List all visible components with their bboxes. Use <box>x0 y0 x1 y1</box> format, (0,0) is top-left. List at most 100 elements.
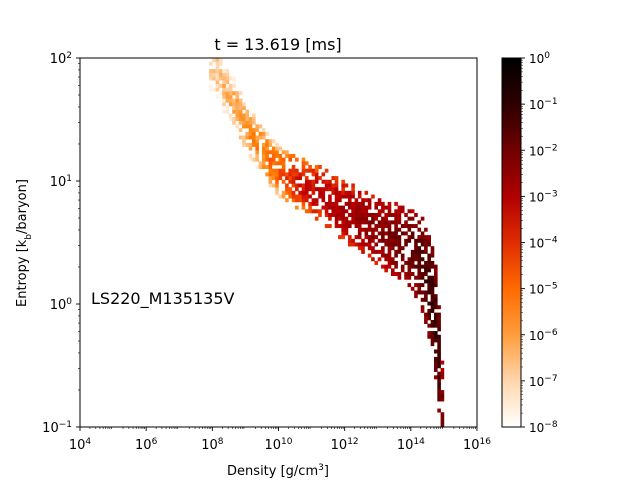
histogram-cell <box>215 61 220 66</box>
histogram-cell <box>324 168 329 173</box>
histogram-cell <box>381 216 385 221</box>
histogram-cell <box>275 150 279 155</box>
histogram-cell <box>212 72 216 77</box>
histogram-cell <box>424 268 428 273</box>
histogram-cell <box>338 224 342 229</box>
histogram-cell <box>311 179 316 184</box>
histogram-cell <box>420 297 425 302</box>
histogram-cell <box>225 72 230 77</box>
histogram-cell <box>324 201 329 206</box>
x-tick-label: 108 <box>201 437 224 453</box>
histogram-cell <box>430 253 435 258</box>
histogram-cell <box>324 212 329 217</box>
histogram-cell <box>361 246 365 251</box>
histogram-cell <box>232 102 236 107</box>
histogram-cell <box>390 272 395 277</box>
histogram-cell <box>328 216 332 221</box>
histogram-cell <box>261 157 266 162</box>
histogram-cell <box>268 165 273 169</box>
histogram-cell <box>314 201 319 206</box>
histogram-cell <box>248 128 253 133</box>
histogram-cell <box>407 272 412 277</box>
histogram-cell <box>255 139 259 144</box>
histogram-cell <box>228 113 233 118</box>
histogram-cell <box>304 176 309 181</box>
histogram-cell <box>433 279 438 284</box>
histogram-cell <box>304 183 309 188</box>
histogram-cell <box>311 187 316 192</box>
histogram-cell <box>255 150 259 155</box>
histogram-cell <box>331 187 336 192</box>
histogram-cell <box>354 242 359 247</box>
histogram-cell <box>341 235 345 240</box>
histogram-cell <box>361 198 365 203</box>
histogram-cell <box>308 201 312 206</box>
histogram-cell <box>295 183 299 188</box>
histogram-cell <box>215 76 220 81</box>
histogram-cell <box>427 275 431 280</box>
histogram-cell <box>394 249 398 254</box>
histogram-cell <box>361 249 365 254</box>
histogram-cell <box>304 168 309 173</box>
histogram-cell <box>245 117 250 122</box>
histogram-cell <box>215 65 220 70</box>
histogram-cell <box>394 216 398 221</box>
histogram-cell <box>275 172 279 177</box>
histogram-cell <box>341 209 345 214</box>
histogram-cell <box>248 124 253 129</box>
histogram-cell <box>281 157 286 162</box>
histogram-cell <box>275 142 279 147</box>
histogram-cell <box>437 312 441 317</box>
histogram-cell <box>407 264 412 269</box>
histogram-cell <box>271 157 276 162</box>
histogram-cell <box>354 212 359 217</box>
histogram-cell <box>384 242 388 247</box>
histogram-cell <box>410 216 415 221</box>
histogram-cell <box>301 187 306 192</box>
histogram-cell <box>252 128 256 133</box>
histogram-cell <box>420 272 425 277</box>
histogram-cell <box>271 161 276 166</box>
histogram-cell <box>404 238 408 243</box>
histogram-cell <box>288 176 293 181</box>
histogram-cell <box>381 205 385 210</box>
histogram-cell <box>238 135 243 140</box>
histogram-cell <box>235 102 240 107</box>
histogram-cell <box>420 264 425 269</box>
histogram-cell <box>433 331 438 336</box>
colorbar-gradient <box>502 58 521 427</box>
histogram-cell <box>334 201 339 206</box>
histogram-cell <box>235 94 240 99</box>
histogram-cell <box>430 331 435 336</box>
histogram-cell <box>222 91 226 96</box>
histogram-cell <box>427 308 431 313</box>
histogram-cell <box>298 176 302 181</box>
histogram-cell <box>387 238 392 243</box>
histogram-cell <box>288 153 293 158</box>
histogram-cell <box>301 205 306 210</box>
histogram-cell <box>433 334 438 339</box>
histogram-cell <box>225 80 230 85</box>
histogram-cell <box>414 212 418 217</box>
colorbar-tick-label: 10−8 <box>529 420 558 435</box>
histogram-cell <box>427 260 431 265</box>
histogram-cell <box>261 146 266 151</box>
histogram-cell <box>374 216 379 221</box>
histogram-cell <box>228 87 233 92</box>
histogram-cell <box>440 415 445 420</box>
histogram-cell <box>364 227 369 232</box>
histogram-cell <box>437 408 441 413</box>
histogram-cell <box>367 198 372 203</box>
histogram-cell <box>308 205 312 210</box>
histogram-cell <box>377 257 382 262</box>
histogram-cell <box>341 231 345 236</box>
histogram-cell <box>215 72 220 77</box>
histogram-cell <box>321 179 326 184</box>
histogram-cell <box>248 157 253 162</box>
histogram-cell <box>344 216 349 221</box>
histogram-cell <box>437 353 441 358</box>
histogram-cell <box>427 253 431 258</box>
histogram-cell <box>357 201 362 206</box>
histogram-cell <box>397 275 402 280</box>
histogram-cell <box>397 249 402 254</box>
